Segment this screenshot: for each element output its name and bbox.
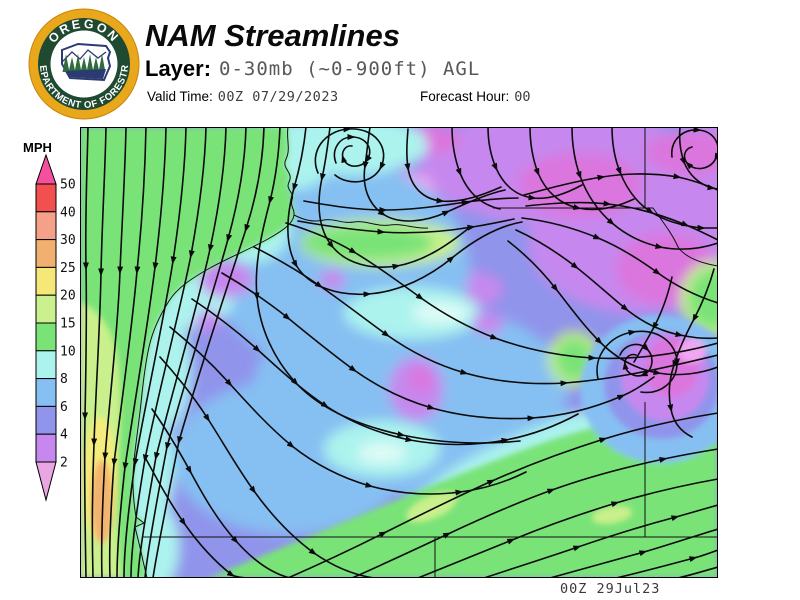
colorbar-segment (35, 239, 57, 268)
tree-icon (86, 54, 94, 72)
streamline (297, 218, 515, 235)
streamline (615, 549, 718, 578)
map-border (80, 127, 718, 578)
tree-icon (62, 54, 70, 72)
colorbar-arrow-top (35, 153, 57, 185)
streamline (571, 127, 718, 250)
colorbar-tick-label: 6 (60, 400, 68, 415)
streamline-map (80, 127, 718, 578)
page-title: NAM Streamlines (145, 18, 400, 53)
streamline (351, 448, 718, 578)
colorbar-tick-label: 30 (60, 233, 76, 248)
streamline (451, 127, 501, 210)
wind-field-blob (412, 302, 468, 324)
streamline (159, 356, 375, 578)
odf-logo: OREGON DEPARTMENT OF FORESTRY (26, 4, 140, 120)
streamline (91, 127, 107, 578)
layer-row: Layer: 0-30mb (~0-900ft) AGL (145, 56, 480, 82)
streamline (667, 268, 715, 438)
streamline (611, 127, 718, 231)
colorbar-tick-label: 2 (60, 456, 68, 471)
streamline (483, 504, 718, 578)
ocean-orange-patch (91, 460, 113, 544)
streamline (82, 127, 89, 578)
valid-time-row: Valid Time: 00Z 07/29/2023 (147, 89, 339, 105)
colorbar-tick-label: 4 (60, 428, 68, 443)
streamline (314, 127, 386, 183)
colorbar-tick-label: 10 (60, 344, 76, 359)
colorbar-segment (35, 350, 57, 380)
wind-field-blob (518, 153, 642, 217)
streamline (417, 478, 718, 578)
tree-icon (98, 54, 106, 72)
colorbar-segment (35, 294, 57, 324)
valid-time-label: Valid Time: (147, 89, 213, 104)
colorbar-tick-label: 40 (60, 205, 76, 220)
streamline (549, 528, 718, 578)
map-timestamp: 00Z 29Jul23 (560, 581, 661, 597)
tree-icon (68, 57, 76, 72)
wind-field-blob (358, 442, 406, 464)
colorbar-segment (35, 183, 57, 213)
streamline (671, 127, 718, 170)
logo-trees (62, 54, 106, 72)
forecast-hour-label: Forecast Hour: (420, 89, 510, 104)
colorbar-segment (35, 378, 57, 407)
streamlines (82, 127, 718, 578)
forecast-hour-row: Forecast Hour: 00 (420, 89, 531, 105)
colorbar-tick-label: 15 (60, 317, 76, 332)
colorbar-tick-label: 20 (60, 289, 76, 304)
streamline (404, 128, 502, 204)
layer-label: Layer: (145, 56, 212, 81)
streamline (521, 217, 718, 304)
colorbar-tick-label: 50 (60, 178, 76, 193)
map-clipped-content (80, 127, 718, 578)
colorbar-segment (35, 405, 57, 435)
logo-oregon-emblem (61, 42, 112, 82)
streamline (303, 197, 519, 213)
colorbar-segment (35, 322, 57, 352)
wind-speed-colorbar: 50 40 30 25 20 15 10 8 6 4 2 (35, 153, 76, 502)
forecast-hour-value: 00 (514, 89, 531, 105)
colorbar-tick-label: 25 (60, 261, 76, 276)
valid-time-value: 00Z 07/29/2023 (217, 89, 339, 105)
colorbar-segment (35, 266, 57, 296)
wind-field-blob (195, 310, 221, 332)
colorbar-segment (35, 211, 57, 241)
streamline (152, 127, 265, 578)
streamline (151, 408, 291, 578)
wind-field-blob (409, 367, 433, 391)
colorbar-unit-label: MPH (23, 140, 52, 155)
tree-icon (80, 57, 88, 72)
streamline (633, 276, 673, 363)
tree-icon (92, 57, 100, 72)
tree-icon (74, 54, 82, 72)
colorbar-tick-label: 8 (60, 372, 68, 387)
streamline (678, 127, 718, 191)
colorbar-segment (35, 433, 57, 463)
colorbar-arrow-bottom (35, 461, 57, 502)
layer-value: 0-30mb (~0-900ft) AGL (219, 58, 481, 80)
